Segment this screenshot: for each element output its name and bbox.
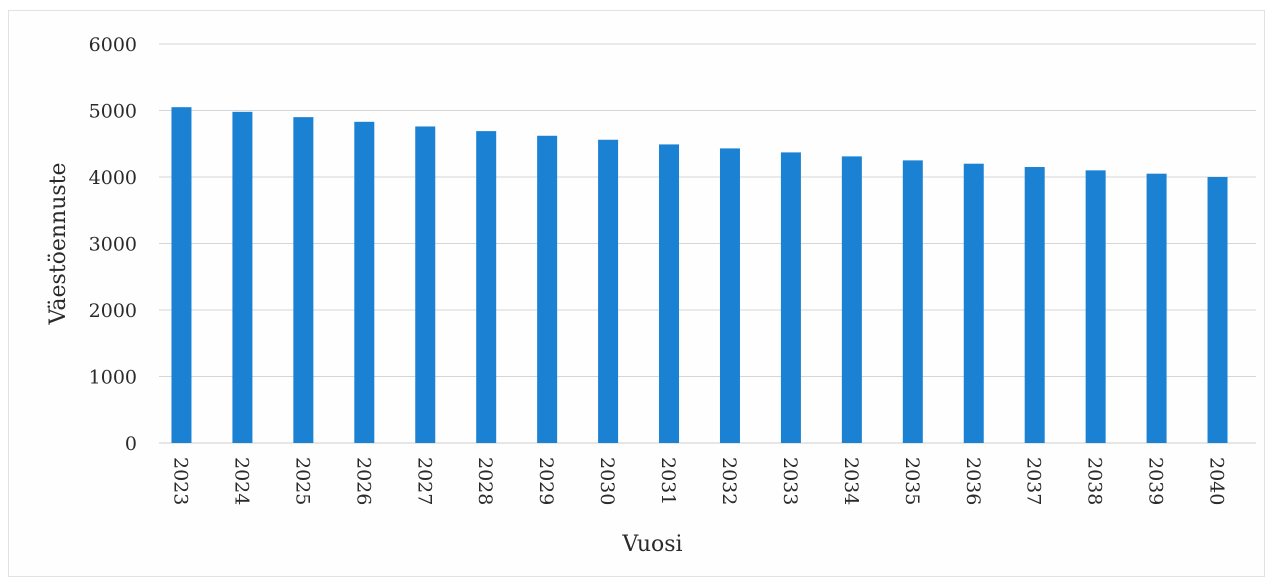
y-tick-label: 3000: [89, 234, 137, 256]
x-tick-label: 2026: [352, 457, 374, 505]
bar-2029: [537, 135, 558, 443]
bar-2032: [719, 148, 740, 443]
x-tick-label: 2039: [1145, 457, 1167, 505]
x-tick-label: 2038: [1084, 457, 1106, 505]
x-tick-label: 2034: [840, 457, 862, 505]
y-tick-label: 4000: [89, 167, 137, 189]
bar-2033: [780, 152, 801, 443]
y-tick-label: 0: [125, 433, 137, 455]
bar-2037: [1024, 167, 1045, 443]
bar-2039: [1146, 173, 1167, 444]
x-tick-label: 2023: [169, 457, 191, 505]
bar-2035: [902, 160, 923, 443]
x-tick-label: 2030: [596, 457, 618, 505]
y-tick-label: 2000: [89, 300, 137, 322]
x-tick-label: 2031: [657, 457, 679, 505]
bar-2024: [232, 111, 253, 443]
x-tick-label: 2027: [413, 457, 435, 505]
x-tick-label: 2029: [535, 457, 557, 505]
bar-2040: [1207, 177, 1228, 443]
bar-2038: [1085, 170, 1106, 443]
x-axis-title: Vuosi: [621, 532, 682, 557]
chart-container: 0 1000 2000 3000 4000 5000 6000 2023 2024 2025 20…: [8, 10, 1265, 577]
bar-2023: [171, 107, 192, 444]
y-tick-label: 1000: [89, 367, 137, 389]
x-tick-label: 2025: [291, 457, 313, 505]
y-axis-title: Väestöennuste: [46, 162, 71, 325]
x-tick-label: 2024: [230, 457, 252, 505]
y-tick-labels: 0 1000 2000 3000 4000 5000 6000: [89, 34, 137, 455]
bar-2028: [476, 131, 497, 443]
x-tick-label: 2033: [779, 457, 801, 505]
bar-2026: [354, 121, 375, 444]
gridlines: [159, 43, 1256, 444]
x-tick-labels: 2023 2024 2025 2026 2027 2028 2029 2030 2031 2032…: [169, 457, 1227, 505]
x-tick-label: 2040: [1206, 457, 1228, 505]
x-tick-label: 2037: [1023, 457, 1045, 505]
bar-2027: [415, 126, 436, 444]
x-tick-label: 2036: [962, 457, 984, 505]
y-tick-label: 6000: [89, 34, 137, 56]
bar-2030: [598, 139, 619, 443]
bar-2036: [963, 163, 984, 443]
y-tick-label: 5000: [89, 101, 137, 123]
bar-2034: [841, 156, 862, 443]
bar-2025: [293, 117, 314, 444]
bar-2031: [659, 144, 680, 444]
bars: [171, 107, 1228, 444]
x-tick-label: 2028: [474, 457, 496, 505]
x-tick-label: 2032: [718, 457, 740, 505]
x-tick-label: 2035: [901, 457, 923, 505]
